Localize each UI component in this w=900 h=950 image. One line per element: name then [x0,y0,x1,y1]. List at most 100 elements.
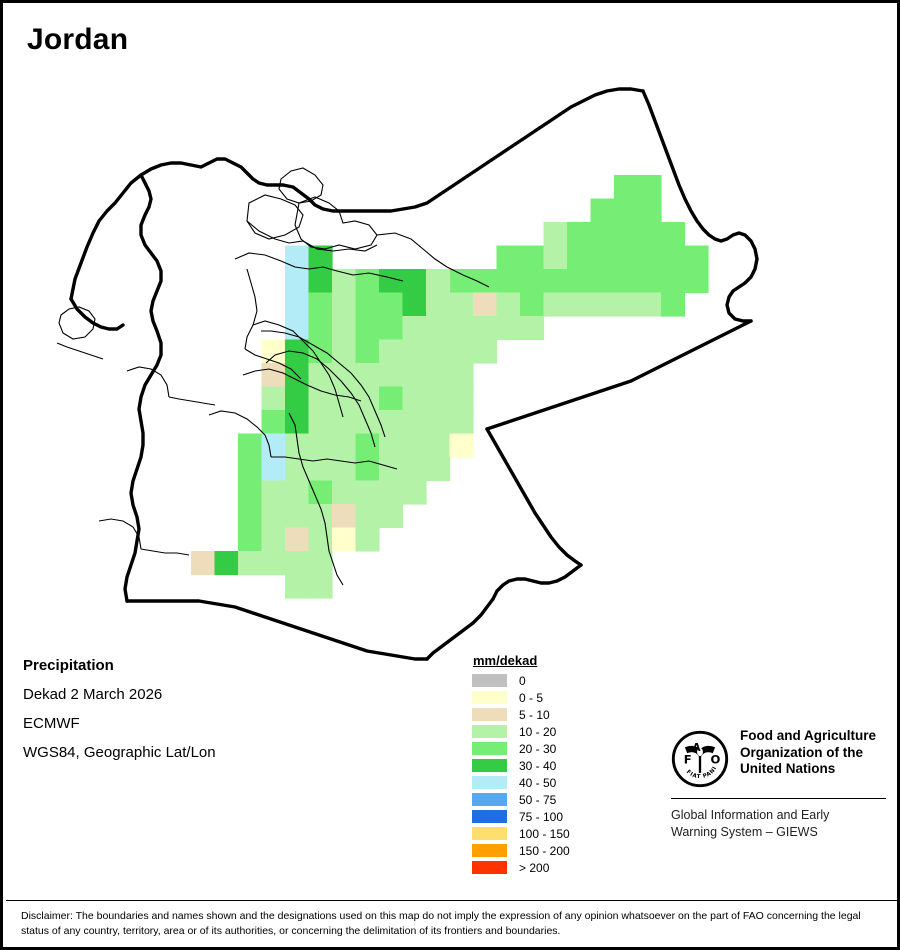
raster-cell [426,269,451,294]
raster-cell [402,433,427,458]
raster-cell [637,222,662,247]
raster-cell [496,245,521,270]
legend: mm/dekad 0 0 - 5 5 - 10 10 - 20 20 - 30 30 - … [471,653,570,876]
raster-cell [567,222,592,247]
info-period: Dekad 2 March 2026 [23,686,163,703]
legend-swatch [471,843,508,858]
legend-label: 5 - 10 [519,707,550,722]
raster-cell [332,410,357,435]
legend-label: 75 - 100 [519,809,564,824]
raster-cell [520,245,545,270]
raster-cell [449,410,474,435]
raster-cell [261,527,286,552]
raster-cell [684,269,709,294]
raster-cell [379,504,404,529]
raster-cell [308,551,333,576]
legend-label: 30 - 40 [519,758,557,773]
raster-cell [426,433,451,458]
raster-cell [238,504,263,529]
raster-cell [449,316,474,341]
raster-cell [238,433,263,458]
raster-cell [402,457,427,482]
raster-cell [637,198,662,223]
raster-cell [285,269,310,294]
raster-cell [590,222,615,247]
legend-item: 150 - 200 [471,842,570,859]
legend-swatch [471,792,508,807]
raster-cell [496,292,521,317]
raster-cell [520,292,545,317]
raster-cell [637,292,662,317]
raster-cell [332,339,357,364]
raster-cell [426,457,451,482]
giews-line-1: Global Information and Early [671,808,830,822]
raster-cell [261,339,286,364]
fao-logo-icon: F A O FIAT PANIS [671,730,729,788]
legend-swatch [471,809,508,824]
raster-cell [332,504,357,529]
raster-cell [238,551,263,576]
legend-title: mm/dekad [473,653,538,668]
raster-cell [473,292,498,317]
raster-cell [285,574,310,599]
raster-cell [285,551,310,576]
legend-item: 0 [471,672,570,689]
raster-cell [543,222,568,247]
raster-cell [379,363,404,388]
raster-cell [614,245,639,270]
raster-cell [355,504,380,529]
legend-label: 20 - 30 [519,741,557,756]
legend-swatch [471,758,508,773]
legend-item: 0 - 5 [471,689,570,706]
raster-cell [285,457,310,482]
info-source: ECMWF [23,715,80,732]
raster-cell [402,269,427,294]
raster-cell [332,292,357,317]
legend-swatch [471,826,508,841]
raster-cell [355,480,380,505]
raster-cell [285,386,310,411]
raster-cell [261,386,286,411]
admin1-boundaries [56,167,490,586]
raster-cell [308,410,333,435]
raster-cell [308,292,333,317]
raster-cell [449,339,474,364]
raster-cell [285,504,310,529]
raster-cell [238,457,263,482]
raster-cell [402,480,427,505]
raster-cell [567,245,592,270]
raster-cell [285,245,310,270]
legend-swatch [471,673,508,688]
legend-swatch [471,775,508,790]
legend-swatch [471,690,508,705]
svg-text:O: O [710,753,720,767]
raster-cell [402,410,427,435]
raster-cell [614,198,639,223]
legend-label: 100 - 150 [519,826,570,841]
raster-cell [332,433,357,458]
raster-cell [238,527,263,552]
raster-cell [355,527,380,552]
raster-cell [614,222,639,247]
raster-cell [661,222,686,247]
raster-cell [379,480,404,505]
raster-cell [543,292,568,317]
map-canvas[interactable] [3,63,897,663]
raster-cell [637,269,662,294]
raster-cell [684,245,709,270]
raster-cell [449,386,474,411]
raster-cell [426,386,451,411]
map-info-block: Precipitation Dekad 2 March 2026 ECMWF W… [23,658,216,774]
raster-cell [614,175,639,200]
legend-item: > 200 [471,859,570,876]
raster-cell [661,245,686,270]
raster-cell [379,292,404,317]
raster-cell [308,316,333,341]
legend-swatch [471,707,508,722]
legend-item: 100 - 150 [471,825,570,842]
raster-cell [355,292,380,317]
legend-item: 20 - 30 [471,740,570,757]
raster-cell [637,175,662,200]
raster-cell [308,269,333,294]
